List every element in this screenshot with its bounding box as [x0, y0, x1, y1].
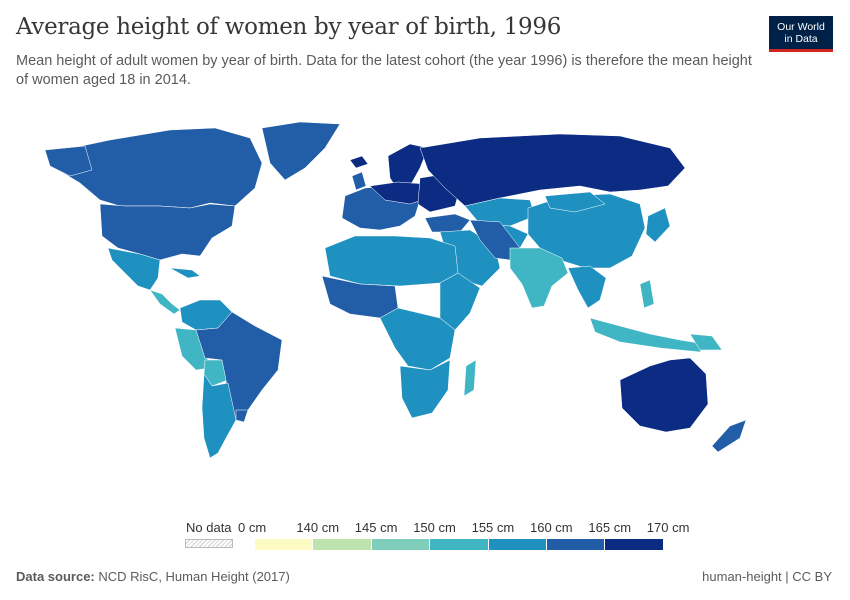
region-china[interactable]: [527, 193, 646, 269]
region-uruguay[interactable]: [235, 409, 249, 423]
logo-line-1: Our World: [777, 21, 825, 33]
region-argentina-chile[interactable]: [201, 373, 237, 459]
region-alaska[interactable]: [44, 145, 93, 177]
chart-title: Average height of women by year of birth…: [16, 14, 562, 40]
legend-bin-4[interactable]: [488, 539, 547, 550]
source-label: Data source:: [16, 569, 95, 584]
region-madagascar[interactable]: [463, 359, 477, 397]
logo-line-2: in Data: [784, 33, 818, 45]
region-new-zealand[interactable]: [711, 419, 747, 453]
region-russia[interactable]: [419, 133, 686, 207]
legend-no-data-swatch: [185, 539, 233, 548]
region-caribbean[interactable]: [169, 267, 201, 279]
region-philippines[interactable]: [639, 279, 655, 309]
legend-no-data-label: No data: [186, 520, 232, 535]
legend-tick-label: 160 cm: [530, 520, 573, 535]
legend-bin-3[interactable]: [430, 539, 489, 550]
region-australia[interactable]: [619, 357, 709, 433]
owid-logo[interactable]: Our World in Data: [769, 16, 833, 52]
region-central-america[interactable]: [149, 289, 181, 315]
legend-bin-5[interactable]: [547, 539, 606, 550]
region-southern-africa[interactable]: [399, 359, 451, 419]
legend-tick-label: 0 cm: [238, 520, 267, 535]
region-uk[interactable]: [351, 171, 367, 191]
region-central-africa[interactable]: [379, 307, 456, 371]
region-turkey-caucasus[interactable]: [424, 213, 471, 233]
color-legend: No data 0 cm 140 cm 145 cm 150 cm 155 cm 160 …: [0, 518, 850, 558]
legend-tick-label: 170 cm: [646, 520, 690, 535]
world-map[interactable]: [0, 108, 850, 508]
region-southeast-asia[interactable]: [567, 265, 607, 309]
region-scandinavia[interactable]: [387, 143, 429, 191]
legend-tick-label: 165 cm: [588, 520, 632, 535]
region-korea-japan[interactable]: [645, 207, 671, 243]
footer-source: Data source: NCD RisC, Human Height (201…: [16, 569, 290, 584]
legend-tick-label: 155 cm: [471, 520, 515, 535]
region-bolivia[interactable]: [203, 359, 229, 387]
region-greenland[interactable]: [261, 121, 341, 181]
legend-bin-2[interactable]: [371, 539, 431, 550]
legend-tick-label: 145 cm: [354, 520, 398, 535]
legend-bin-1[interactable]: [313, 539, 372, 550]
chart-subtitle: Mean height of adult women by year of bi…: [16, 53, 752, 88]
footer-slug[interactable]: human-height | CC BY: [702, 569, 832, 584]
region-indonesia[interactable]: [589, 317, 706, 353]
region-mongolia[interactable]: [544, 191, 606, 213]
region-brazil[interactable]: [195, 311, 283, 421]
legend-tick-label: 150 cm: [413, 520, 456, 535]
region-india[interactable]: [509, 247, 569, 309]
legend-tick-label: 140 cm: [296, 520, 340, 535]
region-usa[interactable]: [99, 203, 236, 261]
region-iceland[interactable]: [349, 155, 369, 169]
region-canada[interactable]: [47, 127, 263, 209]
region-north-africa[interactable]: [324, 235, 459, 287]
region-papua-new-guinea[interactable]: [689, 333, 723, 351]
legend-bin-0[interactable]: [255, 539, 314, 550]
legend-bin-6[interactable]: [605, 539, 664, 550]
source-text[interactable]: NCD RisC, Human Height (2017): [98, 569, 290, 584]
